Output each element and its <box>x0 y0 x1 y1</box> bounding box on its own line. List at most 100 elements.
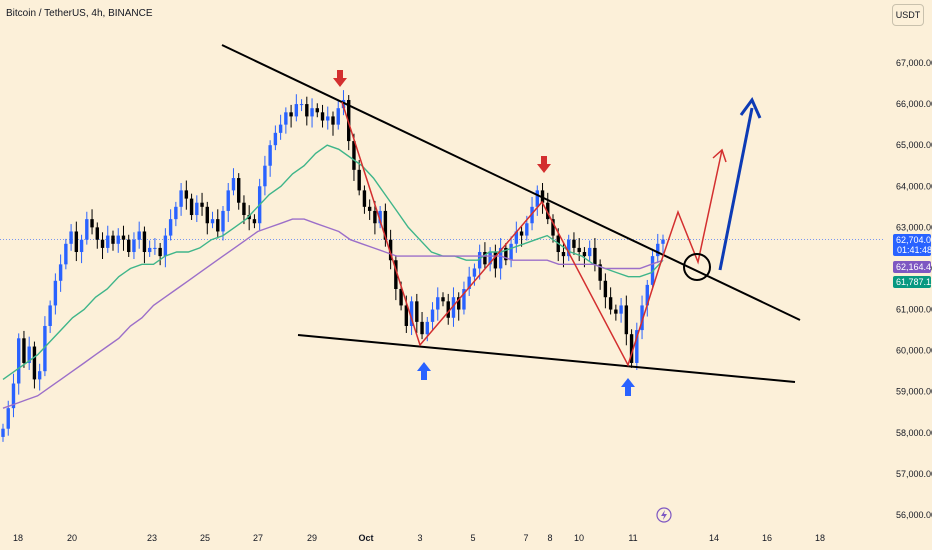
candle-body <box>90 219 94 228</box>
candle-body <box>394 260 398 289</box>
candle-body <box>53 280 58 306</box>
candle-body <box>477 252 482 269</box>
buy-arrow-icon <box>621 378 635 396</box>
y-tick-label: 57,000.00 <box>896 469 932 479</box>
candle-body <box>216 219 220 232</box>
candle-body <box>163 235 168 257</box>
candle-body <box>624 305 629 335</box>
price-tag-value: 62,164.47 <box>896 262 932 272</box>
candle-body <box>174 206 178 220</box>
candle-body <box>362 190 367 207</box>
x-tick-label: 18 <box>13 533 23 543</box>
x-tick-label: 23 <box>147 533 157 543</box>
candle-body <box>43 325 47 372</box>
candle-body <box>22 338 26 363</box>
candle-body <box>409 301 414 326</box>
candle-body <box>289 112 293 117</box>
candle-body <box>619 305 623 314</box>
candle-body <box>498 247 503 269</box>
price-tag <box>893 234 931 256</box>
candle-body <box>100 239 105 248</box>
x-tick-label: 16 <box>762 533 772 543</box>
candle-body <box>656 243 660 257</box>
candle-body <box>184 190 189 199</box>
candle-body <box>504 247 508 261</box>
candle-body <box>74 231 79 253</box>
price-tag-countdown: 01:41:48 <box>897 245 932 255</box>
buy-arrow-icon <box>417 362 431 380</box>
candle-body <box>263 165 267 187</box>
chart-title: Bitcoin / TetherUS, 4h, BINANCE <box>6 8 153 19</box>
candle-body <box>142 231 147 253</box>
candle-body <box>147 247 152 253</box>
y-tick-label: 66,000.00 <box>896 99 932 109</box>
candle-body <box>388 239 393 261</box>
moving-averages <box>2 144 664 409</box>
candle-body <box>247 215 251 220</box>
resistance-trendline[interactable] <box>221 44 801 321</box>
candle-body <box>373 210 377 224</box>
x-tick-label: 3 <box>417 533 422 543</box>
candle-body <box>252 219 257 224</box>
candle-body <box>137 231 141 240</box>
candle-body <box>357 169 361 191</box>
lightning-icon[interactable] <box>656 507 672 523</box>
candle-body <box>237 178 241 203</box>
candle-body <box>430 309 435 322</box>
moving-average-line <box>2 144 664 380</box>
candle-body <box>446 301 450 318</box>
time-axis[interactable]: 18 20 23 25 27 29 Oct 3 5 7 8 10 11 14 16 18 <box>13 533 825 543</box>
candle-body <box>645 284 649 306</box>
x-tick-label: Oct <box>358 533 373 543</box>
y-tick-label: 63,000.00 <box>896 222 932 232</box>
candle-body <box>352 141 356 170</box>
candle-body <box>509 243 513 261</box>
candle-body <box>242 202 246 216</box>
candle-body <box>493 252 498 269</box>
candle-body <box>200 202 204 207</box>
x-tick-label: 5 <box>470 533 475 543</box>
drawings <box>221 44 801 396</box>
candle-body <box>472 268 477 277</box>
candle-body <box>1 428 5 437</box>
candle-body <box>116 235 120 244</box>
price-axis[interactable]: 67,000.00 66,000.00 65,000.00 64,000.00 63,0… <box>896 58 932 520</box>
candle-body <box>6 408 10 429</box>
candle-body <box>593 247 597 265</box>
sell-arrow-icon <box>333 70 347 87</box>
candle-body <box>483 252 487 265</box>
currency-selector[interactable]: USDT <box>892 4 924 26</box>
candle-body <box>525 223 529 236</box>
candle-body <box>587 247 592 257</box>
candle-body <box>305 104 309 117</box>
candle-body <box>425 321 429 335</box>
candle-body <box>153 247 157 249</box>
breakout-circle[interactable] <box>683 253 711 281</box>
candle-body <box>179 190 183 207</box>
candle-body <box>582 252 587 257</box>
candle-body <box>614 309 618 314</box>
candle-body <box>530 206 534 224</box>
candle-body <box>608 297 613 310</box>
price-tag-value: 62,704.00 <box>896 235 932 245</box>
candle-body <box>320 112 325 121</box>
candle-body <box>567 239 571 257</box>
candle-body <box>111 235 115 244</box>
candle-body <box>441 297 445 302</box>
candle-body <box>629 334 634 363</box>
candle-body <box>27 346 31 363</box>
candle-body <box>273 132 278 146</box>
y-tick-label: 64,000.00 <box>896 181 932 191</box>
candle-body <box>294 104 299 117</box>
x-tick-label: 27 <box>253 533 263 543</box>
candle-body <box>451 297 456 318</box>
candle-body <box>189 198 194 216</box>
candle-body <box>546 202 550 220</box>
candle-body <box>106 235 110 248</box>
y-tick-label: 58,000.00 <box>896 428 932 438</box>
support-trendline[interactable] <box>297 334 796 383</box>
x-tick-label: 14 <box>709 533 719 543</box>
x-tick-label: 29 <box>307 533 317 543</box>
candle-body <box>310 108 314 117</box>
